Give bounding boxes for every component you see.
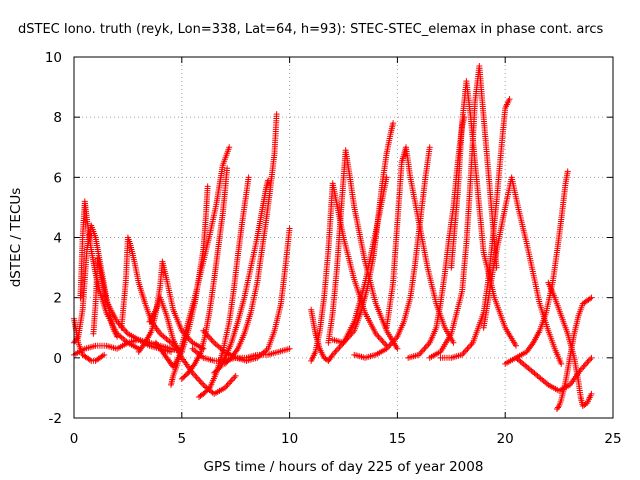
data-series bbox=[480, 174, 565, 367]
plot-frame bbox=[73, 56, 614, 419]
plus-markers bbox=[211, 177, 272, 376]
y-tick-label: 10 bbox=[45, 50, 62, 66]
data-series bbox=[196, 174, 252, 400]
y-tick-label: 2 bbox=[53, 291, 62, 307]
plus-markers bbox=[189, 345, 293, 364]
data-series bbox=[512, 354, 595, 394]
y-tick-label: 6 bbox=[53, 170, 62, 186]
x-tick-label: 5 bbox=[178, 431, 187, 447]
plus-markers bbox=[308, 180, 390, 364]
y-tick-label: -2 bbox=[49, 411, 62, 427]
plus-markers bbox=[221, 111, 280, 367]
data-layer bbox=[71, 63, 595, 412]
y-tick-label: 8 bbox=[53, 110, 62, 126]
plus-markers bbox=[118, 234, 185, 355]
plus-markers bbox=[480, 174, 565, 367]
plus-markers bbox=[178, 165, 231, 382]
y-tick-label: 4 bbox=[53, 231, 62, 247]
plus-markers bbox=[325, 147, 401, 352]
data-series bbox=[325, 147, 401, 352]
data-series bbox=[383, 144, 457, 346]
plus-markers bbox=[383, 144, 457, 346]
x-tick-label: 10 bbox=[281, 431, 298, 447]
plus-markers bbox=[196, 174, 252, 400]
plus-markers bbox=[329, 120, 397, 346]
data-series bbox=[221, 111, 280, 367]
x-tick-label: 0 bbox=[70, 431, 79, 447]
tick-layer: 0 5 10 15 20 25 -2 0 2 4 6 8 10 bbox=[45, 50, 622, 447]
x-tick-label: 15 bbox=[389, 431, 406, 447]
y-axis-label: dSTEC / TECUs bbox=[8, 188, 24, 288]
x-axis-label: GPS time / hours of day 225 of year 2008 bbox=[204, 459, 484, 475]
x-tick-label: 25 bbox=[604, 431, 621, 447]
x-tick-label: 20 bbox=[497, 431, 514, 447]
plus-markers bbox=[152, 183, 211, 370]
data-series bbox=[152, 183, 211, 370]
chart-title: dSTEC Iono. truth (reyk, Lon=338, Lat=64… bbox=[18, 22, 604, 37]
data-series bbox=[448, 78, 519, 349]
y-tick-label: 0 bbox=[53, 351, 62, 367]
data-series bbox=[118, 234, 185, 355]
plus-markers bbox=[448, 78, 519, 349]
data-series bbox=[211, 177, 272, 376]
data-series bbox=[329, 120, 397, 346]
data-series bbox=[178, 165, 231, 382]
data-series bbox=[308, 180, 390, 364]
data-series bbox=[189, 345, 293, 364]
plus-markers bbox=[512, 354, 595, 394]
